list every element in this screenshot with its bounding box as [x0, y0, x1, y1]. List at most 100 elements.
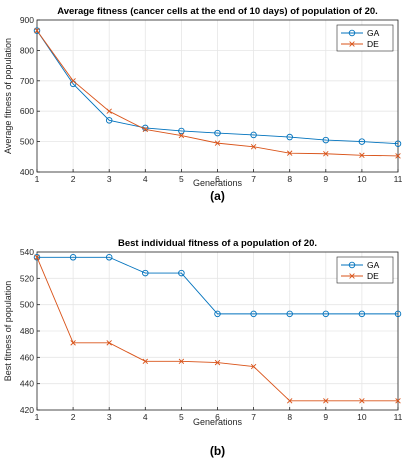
y-tick-label: 800 [20, 45, 34, 55]
x-tick-label: 1 [35, 174, 40, 184]
series-line-ga [36, 30, 399, 145]
data-point-ga [286, 133, 293, 141]
chart-title: Best individual fitness of a population … [118, 238, 317, 249]
legend-box [336, 24, 394, 52]
x-tick-label: 10 [357, 174, 367, 184]
data-point-de [359, 152, 365, 158]
data-point-ga [322, 310, 330, 318]
x-tick-label: 9 [323, 174, 328, 184]
data-point-de [250, 363, 257, 370]
data-point-de [34, 27, 40, 34]
data-point-ga [105, 254, 113, 261]
x-tick-label: 2 [71, 412, 76, 422]
y-tick-label: 520 [20, 273, 34, 283]
x-tick-label: 5 [179, 174, 184, 184]
x-tick-label: 6 [215, 412, 220, 422]
y-tick-label: 400 [20, 167, 34, 177]
x-tick-label: 4 [143, 412, 148, 422]
data-point-de [323, 398, 329, 404]
y-tick-label: 600 [20, 106, 34, 116]
data-point-de [286, 398, 293, 404]
data-point-ga [142, 269, 149, 277]
data-point-de [359, 398, 365, 404]
x-tick-label: 3 [107, 174, 112, 184]
data-point-de [250, 144, 257, 150]
data-point-de [34, 254, 40, 260]
y-tick-label: 700 [20, 76, 34, 86]
x-axis-label: Generations [193, 417, 243, 427]
data-point-de [70, 78, 76, 84]
y-tick-label: 480 [20, 326, 34, 336]
data-point-ga [105, 117, 113, 124]
x-tick-label: 8 [287, 412, 292, 422]
y-tick-label: 540 [20, 247, 34, 257]
data-point-de [70, 340, 76, 346]
data-point-de [142, 126, 149, 133]
data-point-de [395, 153, 401, 159]
data-point-de [178, 132, 185, 139]
y-tick-label: 420 [20, 405, 34, 415]
chart-a: 1 2 3 4 5 6 7 8 9 10 11 400 500 600 700 800 900 Average f… [3, 6, 403, 203]
y-tick-label: 900 [20, 15, 34, 25]
data-point-ga [178, 269, 185, 277]
data-point-ga [214, 310, 221, 318]
data-point-ga [33, 27, 41, 34]
data-point-de [178, 358, 185, 365]
legend-entry-de: DE [367, 271, 379, 281]
panel-label: (b) [210, 444, 225, 458]
data-point-ga [394, 140, 402, 147]
x-tick-label: 6 [215, 174, 220, 184]
legend-entry-de: DE [367, 39, 379, 49]
series-line-ga [37, 256, 398, 315]
x-tick-label: 10 [357, 412, 367, 422]
chart-b: 1 2 3 4 5 6 7 8 9 10 11 420 440 460 480 500 520 540 Best i… [3, 238, 403, 458]
x-axis-label: Generations [193, 178, 243, 188]
data-point-de [214, 140, 221, 146]
x-tick-label: 11 [394, 174, 403, 184]
legend-marker-ga [348, 29, 356, 37]
data-point-ga [178, 127, 185, 135]
data-point-de [142, 358, 149, 365]
x-tick-label: 5 [179, 412, 184, 422]
legend-entry-ga: GA [367, 28, 380, 38]
x-tick-label: 9 [323, 412, 328, 422]
panel-label: (a) [210, 189, 225, 203]
y-tick-label: 500 [20, 137, 34, 147]
x-tick-label: 7 [251, 412, 256, 422]
chart-title: Average fitness (cancer cells at the end… [57, 6, 378, 17]
data-point-ga [33, 254, 41, 261]
x-tick-label: 7 [251, 174, 256, 184]
data-point-ga [250, 310, 257, 318]
data-point-de [106, 108, 112, 114]
x-tick-label: 4 [143, 174, 148, 184]
x-tick-label: 1 [35, 412, 40, 422]
data-point-de [323, 151, 329, 157]
legend-marker-de [349, 41, 355, 47]
x-tick-label: 3 [107, 412, 112, 422]
legend-marker-de [349, 273, 355, 279]
legend-box [336, 256, 394, 284]
y-tick-label: 500 [20, 300, 34, 310]
y-tick-label: 440 [20, 379, 34, 389]
legend-marker-ga [348, 261, 356, 269]
data-point-de [106, 340, 112, 346]
legend-entry-ga: GA [367, 260, 380, 270]
x-tick-label: 8 [287, 174, 292, 184]
y-axis-label: Average fitness of population [3, 38, 13, 154]
data-point-ga [286, 310, 293, 318]
data-point-ga [69, 254, 77, 261]
data-point-ga [214, 129, 221, 137]
data-point-ga [250, 131, 257, 139]
data-point-ga [358, 138, 366, 145]
x-tick-label: 2 [71, 174, 76, 184]
data-point-ga [322, 136, 330, 144]
x-tick-label: 11 [394, 412, 403, 422]
data-point-de [286, 150, 293, 156]
data-point-ga [358, 310, 366, 318]
data-point-de [395, 398, 401, 404]
y-axis-label: Best fitness of population [3, 281, 13, 382]
y-tick-label: 460 [20, 352, 34, 362]
